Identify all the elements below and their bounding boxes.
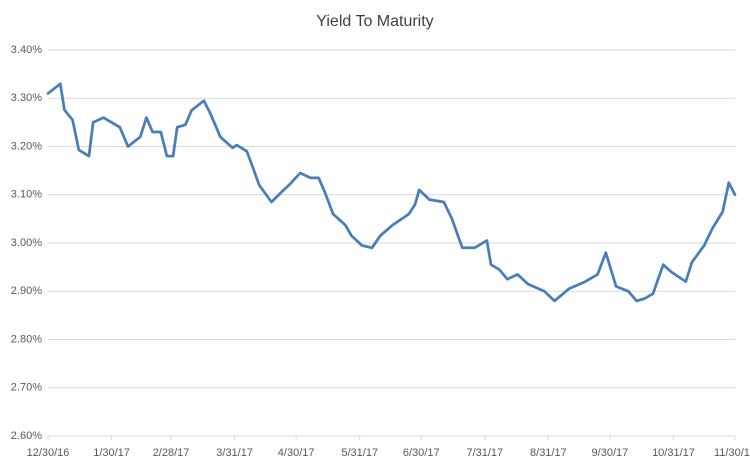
x-tick-label: 6/30/17: [403, 447, 440, 459]
x-tick-label: 11/30/17: [714, 447, 750, 459]
x-tick-label: 8/31/17: [530, 447, 567, 459]
x-tick-label: 9/30/17: [592, 447, 629, 459]
y-tick-label: 3.40%: [11, 44, 42, 56]
x-tick-label: 12/30/16: [27, 447, 70, 459]
x-tick-label: 4/30/17: [278, 447, 315, 459]
chart-title: Yield To Maturity: [316, 13, 433, 30]
x-tick-label: 2/28/17: [153, 447, 190, 459]
y-tick-label: 2.80%: [11, 333, 42, 345]
line-series: [46, 82, 737, 303]
x-tick-label: 1/30/17: [93, 447, 130, 459]
y-tick-label: 3.30%: [11, 92, 42, 104]
x-tick-label: 10/31/17: [652, 447, 695, 459]
y-tick-label: 2.70%: [11, 382, 42, 394]
y-tick-label: 2.60%: [11, 430, 42, 442]
y-tick-label: 3.20%: [11, 140, 42, 152]
y-tick-label: 2.90%: [11, 285, 42, 297]
x-tick-label: 7/31/17: [466, 447, 503, 459]
x-tick-label: 3/31/17: [216, 447, 253, 459]
y-tick-label: 3.00%: [11, 237, 42, 249]
x-tick-label: 5/31/17: [341, 447, 378, 459]
y-tick-label: 3.10%: [11, 189, 42, 201]
